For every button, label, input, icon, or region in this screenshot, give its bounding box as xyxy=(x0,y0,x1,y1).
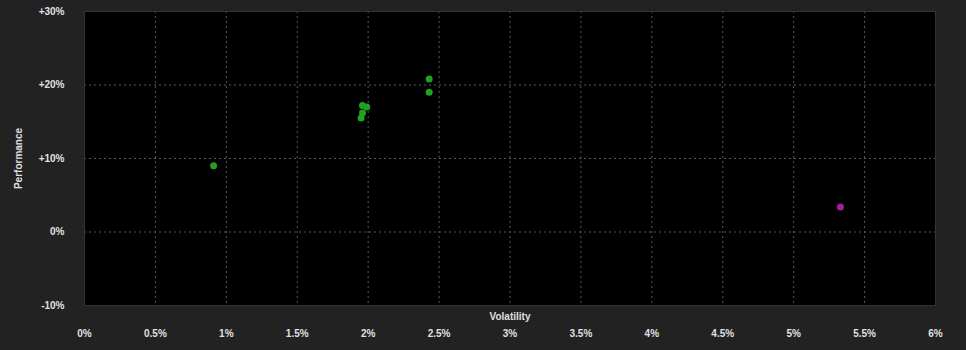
svg-text:Performance: Performance xyxy=(13,127,24,189)
svg-text:0%: 0% xyxy=(50,226,65,237)
svg-text:0%: 0% xyxy=(77,328,92,339)
svg-text:+10%: +10% xyxy=(39,153,65,164)
svg-text:2.5%: 2.5% xyxy=(428,328,451,339)
svg-text:3%: 3% xyxy=(503,328,518,339)
svg-text:1%: 1% xyxy=(219,328,234,339)
svg-text:+30%: +30% xyxy=(39,6,65,17)
svg-text:3.5%: 3.5% xyxy=(570,328,593,339)
svg-text:-10%: -10% xyxy=(41,300,64,311)
svg-text:+20%: +20% xyxy=(39,79,65,90)
svg-text:Volatility: Volatility xyxy=(490,311,531,322)
svg-text:4%: 4% xyxy=(645,328,660,339)
svg-text:1.5%: 1.5% xyxy=(286,328,309,339)
svg-text:2%: 2% xyxy=(361,328,376,339)
svg-text:6%: 6% xyxy=(928,328,943,339)
svg-text:5%: 5% xyxy=(786,328,801,339)
svg-text:5.5%: 5.5% xyxy=(853,328,876,339)
svg-text:4.5%: 4.5% xyxy=(711,328,734,339)
svg-text:0.5%: 0.5% xyxy=(144,328,167,339)
